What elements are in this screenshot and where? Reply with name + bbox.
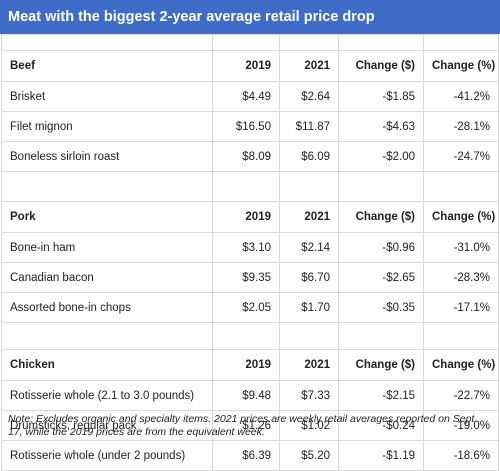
change-pct: -31.0% — [423, 232, 499, 263]
change-usd: -$2.15 — [338, 380, 424, 411]
table-row: Filet mignon $16.50 $11.87 -$4.63 -28.1% — [1, 111, 499, 142]
price-2021: $11.87 — [279, 111, 339, 142]
change-pct: -24.7% — [423, 141, 499, 172]
price-2021: $7.33 — [279, 380, 339, 411]
column-header-2021: 2021 — [279, 201, 339, 233]
section-name: Chicken — [1, 349, 213, 381]
column-header-2021: 2021 — [279, 50, 339, 82]
item-name: Rotisserie whole (under 2 pounds) — [1, 440, 213, 471]
change-pct: -41.2% — [423, 81, 499, 112]
change-pct: -22.7% — [423, 380, 499, 411]
table-row: Drumsticks, regular pack $1.26 $1.02 -$0… — [1, 410, 499, 441]
table-row: Canadian bacon $9.35 $6.70 -$2.65 -28.3% — [1, 262, 499, 293]
price-2019: $9.48 — [212, 380, 280, 411]
table-row: Rotisserie whole (under 2 pounds) $6.39 … — [1, 440, 499, 471]
column-header-change-usd: Change ($) — [338, 201, 424, 233]
item-name: Filet mignon — [1, 111, 213, 142]
change-usd: -$0.35 — [338, 292, 424, 323]
change-pct: -19.0% — [423, 410, 499, 441]
column-header-2021: 2021 — [279, 349, 339, 381]
price-2021: $5.20 — [279, 440, 339, 471]
spacer-row — [1, 322, 499, 350]
price-2021: $1.70 — [279, 292, 339, 323]
price-2021: $2.14 — [279, 232, 339, 263]
item-name: Boneless sirloin roast — [1, 141, 213, 172]
section-name: Beef — [1, 50, 213, 82]
change-pct: -17.1% — [423, 292, 499, 323]
table-title: Meat with the biggest 2-year average ret… — [0, 0, 500, 34]
change-usd: -$2.65 — [338, 262, 424, 293]
table-body: Beef 2019 2021 Change ($) Change (%) Bri… — [1, 34, 499, 471]
item-name: Rotisserie whole (2.1 to 3.0 pounds) — [1, 380, 213, 411]
change-usd: -$1.19 — [338, 440, 424, 471]
column-header-change-usd: Change ($) — [338, 349, 424, 381]
price-2021: $2.64 — [279, 81, 339, 112]
column-header-change-pct: Change (%) — [423, 201, 499, 233]
column-header-change-pct: Change (%) — [423, 50, 499, 82]
column-header-change-usd: Change ($) — [338, 50, 424, 82]
price-2019: $6.39 — [212, 440, 280, 471]
change-pct: -28.3% — [423, 262, 499, 293]
column-header-2019: 2019 — [212, 201, 280, 233]
footnote: Note: Excludes organic and specialty ite… — [8, 413, 478, 438]
change-usd: -$0.24 — [338, 410, 424, 441]
change-usd: -$4.63 — [338, 111, 424, 142]
column-header-2019: 2019 — [212, 349, 280, 381]
price-2021: $6.09 — [279, 141, 339, 172]
item-name: Brisket — [1, 81, 213, 112]
spacer-row — [1, 34, 499, 51]
column-header-2019: 2019 — [212, 50, 280, 82]
table-row: Brisket $4.49 $2.64 -$1.85 -41.2% — [1, 81, 499, 112]
change-usd: -$0.96 — [338, 232, 424, 263]
price-2019: $16.50 — [212, 111, 280, 142]
section-header-chicken: Chicken 2019 2021 Change ($) Change (%) — [1, 349, 499, 381]
change-usd: -$2.00 — [338, 141, 424, 172]
change-pct: -28.1% — [423, 111, 499, 142]
price-2019: $3.10 — [212, 232, 280, 263]
price-2019: $9.35 — [212, 262, 280, 293]
price-2019: $4.49 — [212, 81, 280, 112]
table-row: Bone-in ham $3.10 $2.14 -$0.96 -31.0% — [1, 232, 499, 263]
item-name: Drumsticks, regular pack — [1, 410, 213, 441]
change-pct: -18.6% — [423, 440, 499, 471]
price-2019: $8.09 — [212, 141, 280, 172]
section-header-pork: Pork 2019 2021 Change ($) Change (%) — [1, 201, 499, 233]
column-header-change-pct: Change (%) — [423, 349, 499, 381]
spacer-row — [1, 171, 499, 202]
price-2019: $2.05 — [212, 292, 280, 323]
section-header-beef: Beef 2019 2021 Change ($) Change (%) — [1, 50, 499, 82]
item-name: Canadian bacon — [1, 262, 213, 293]
table-row: Boneless sirloin roast $8.09 $6.09 -$2.0… — [1, 141, 499, 172]
table-row: Assorted bone-in chops $2.05 $1.70 -$0.3… — [1, 292, 499, 323]
meat-price-table: Beef 2019 2021 Change ($) Change (%) Bri… — [1, 34, 499, 471]
price-2019: $1.26 — [212, 410, 280, 441]
change-usd: -$1.85 — [338, 81, 424, 112]
item-name: Bone-in ham — [1, 232, 213, 263]
section-name: Pork — [1, 201, 213, 233]
price-2021: $6.70 — [279, 262, 339, 293]
item-name: Assorted bone-in chops — [1, 292, 213, 323]
table-row: Rotisserie whole (2.1 to 3.0 pounds) $9.… — [1, 380, 499, 411]
